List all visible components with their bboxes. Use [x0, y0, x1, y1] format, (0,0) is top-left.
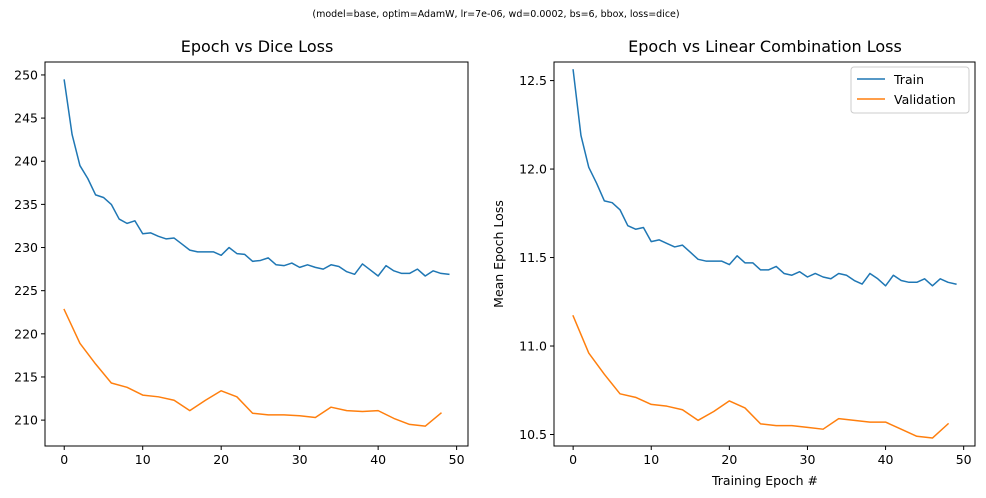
y-tick-label: 225 — [14, 283, 38, 298]
series-validation-line — [572, 314, 950, 439]
y-tick-label: 10.5 — [519, 427, 547, 442]
y-tick-label: 11.5 — [519, 250, 547, 265]
x-tick-label: 40 — [878, 452, 894, 467]
x-tick-label: 0 — [60, 452, 68, 467]
chart-title: Epoch vs Linear Combination Loss — [628, 37, 902, 56]
y-tick-label: 240 — [14, 154, 38, 169]
tick-layer: 0 10 20 30 40 50 10.5 11.0 11.5 12.0 12.5 — [519, 73, 972, 467]
y-tick-label: 12.5 — [519, 73, 547, 88]
series-train-line — [572, 69, 957, 287]
x-tick-label: 10 — [643, 452, 659, 467]
x-tick-label: 0 — [569, 452, 577, 467]
y-tick-label: 215 — [14, 369, 38, 384]
x-tick-label: 10 — [135, 452, 151, 467]
x-tick-label: 20 — [721, 452, 737, 467]
x-tick-label: 30 — [800, 452, 816, 467]
chart-title: Epoch vs Dice Loss — [181, 37, 334, 56]
series-validation-line — [63, 308, 442, 427]
y-tick-label: 12.0 — [519, 162, 547, 177]
series-layer — [63, 79, 450, 427]
y-tick-label: 230 — [14, 240, 38, 255]
y-tick-label: 245 — [14, 111, 38, 126]
x-tick-label: 50 — [449, 452, 465, 467]
y-tick-label: 210 — [14, 413, 38, 428]
y-tick-label: 250 — [14, 67, 38, 82]
figure-suptitle: (model=base, optim=AdamW, lr=7e-06, wd=0… — [312, 9, 679, 20]
plot-frame — [553, 61, 976, 447]
y-axis-label: Mean Epoch Loss — [491, 200, 506, 308]
x-axis-label: Training Epoch # — [711, 473, 818, 488]
plot-frame — [44, 61, 469, 447]
linear-combination-loss-chart: Epoch vs Linear Combination Loss 0 10 20 30… — [491, 37, 976, 488]
x-tick-label: 50 — [956, 452, 972, 467]
legend-train-label: Train — [893, 72, 924, 87]
y-tick-label: 235 — [14, 197, 38, 212]
series-layer — [572, 69, 957, 439]
legend: Train Validation — [850, 66, 970, 114]
series-train-line — [63, 79, 450, 277]
y-tick-label: 220 — [14, 326, 38, 341]
legend-validation-label: Validation — [894, 92, 956, 107]
x-tick-label: 30 — [292, 452, 308, 467]
tick-layer: 0 10 20 30 40 50 210 215 220 225 230 235 240 245 250 — [14, 67, 464, 467]
y-tick-label: 11.0 — [519, 339, 547, 354]
x-tick-label: 20 — [213, 452, 229, 467]
dice-loss-chart: Epoch vs Dice Loss 0 10 20 30 40 50 210 215 220 2… — [14, 37, 469, 467]
x-tick-label: 40 — [370, 452, 386, 467]
